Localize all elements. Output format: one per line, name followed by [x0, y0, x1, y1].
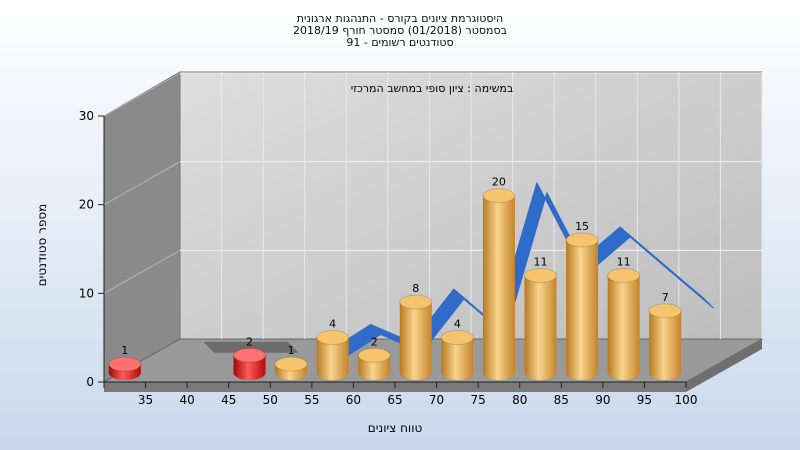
- data-label-55: 1: [288, 344, 295, 357]
- bar-top: [607, 267, 641, 283]
- x-tick-label: 50: [263, 393, 278, 407]
- ribbon-series: [203, 182, 714, 362]
- bar-top: [108, 356, 142, 372]
- x-tick-label: 100: [675, 393, 698, 407]
- bar-top: [233, 347, 266, 363]
- x-tick-label: 90: [595, 393, 610, 407]
- bar-top: [357, 347, 391, 363]
- right-edge: [686, 339, 762, 392]
- x-tick-label: 45: [221, 393, 236, 407]
- x-tick-label: 95: [637, 393, 652, 407]
- bar-top: [565, 232, 599, 248]
- bar-95: [607, 267, 641, 380]
- bar-body: [482, 195, 515, 373]
- x-tick-label: 70: [429, 393, 444, 407]
- bar-100: [648, 303, 682, 380]
- bar-90: [565, 232, 599, 380]
- bar-75: [440, 330, 474, 380]
- x-tick-label: 60: [346, 393, 361, 407]
- bar-70: [399, 294, 433, 380]
- bar-top: [482, 188, 516, 204]
- bar-35: [108, 356, 142, 380]
- gridlines: [103, 72, 763, 339]
- bar-top: [440, 330, 474, 346]
- ribbon-blue: [328, 182, 714, 362]
- title-line-2: בסמסטר (01/2018) סמסטר חורף 2018/19: [293, 24, 507, 37]
- bar-85: [524, 267, 557, 380]
- data-label-50: 2: [246, 335, 253, 348]
- data-label-65: 2: [371, 335, 378, 348]
- y-axis-title: מספר סטודנטים: [35, 204, 49, 287]
- chart-title: היסטוגרמת ציונים בקורס - התנהגות ארגונית…: [293, 12, 507, 49]
- data-label-90: 15: [575, 220, 589, 233]
- bar-top: [316, 330, 350, 346]
- y-tick-label: 0: [86, 375, 94, 389]
- bar-60: [316, 330, 350, 380]
- x-tick-label: 75: [471, 393, 486, 407]
- bar-top: [399, 294, 433, 310]
- bar-80: [482, 188, 516, 380]
- x-axis-title: טווח ציונים: [368, 421, 423, 435]
- x-tick-label: 65: [387, 393, 402, 407]
- bar-top: [274, 356, 308, 372]
- bar-55: [274, 356, 308, 380]
- side-wall: [103, 71, 181, 383]
- x-tick-label: 85: [554, 393, 569, 407]
- bar-top: [648, 303, 682, 319]
- side-gridline: [103, 249, 181, 294]
- title-line-1: היסטוגרמת ציונים בקורס - התנהגות ארגונית: [297, 12, 503, 25]
- data-label-75: 4: [454, 318, 461, 331]
- x-axis-ticks: 35 40 45 50 55 60 65 70 75 80 85 90 95 100: [103, 382, 698, 407]
- bar-body: [607, 275, 640, 373]
- chart-annotation: במשימה : ציון סופי במחשב המרכזי: [351, 82, 514, 95]
- data-label-80: 20: [492, 176, 506, 189]
- bar-65: [357, 347, 391, 380]
- data-label-60: 4: [329, 318, 336, 331]
- y-tick-label: 20: [79, 198, 94, 212]
- bar-body: [649, 310, 682, 373]
- x-tick-label: 80: [512, 393, 527, 407]
- y-tick-label: 30: [79, 109, 94, 123]
- bar-series: [108, 188, 682, 380]
- bar-body: [399, 302, 432, 373]
- data-label-70: 8: [412, 282, 419, 295]
- title-line-3: סטודנטים רשומים - 91: [346, 36, 453, 49]
- data-labels: 1 2 1 4 2 8 4 20 11 15 11 7: [121, 176, 668, 357]
- y-tick-label: 10: [79, 286, 94, 300]
- x-tick-label: 40: [180, 393, 195, 407]
- data-label-95: 11: [617, 255, 631, 268]
- ribbon-gray: [203, 341, 298, 353]
- bar-50: [233, 347, 266, 380]
- side-gridline: [103, 161, 181, 206]
- y-axis-ticks: 0 10 20 30: [79, 109, 104, 389]
- x-tick-label: 35: [138, 393, 153, 407]
- side-gridline: [103, 72, 181, 117]
- x-tick-label: 55: [304, 393, 319, 407]
- bar-body: [524, 275, 557, 373]
- bar-body: [566, 240, 599, 373]
- bar-top: [524, 267, 557, 283]
- data-label-85: 11: [534, 255, 548, 268]
- data-label-35: 1: [121, 344, 128, 357]
- data-label-100: 7: [662, 291, 669, 304]
